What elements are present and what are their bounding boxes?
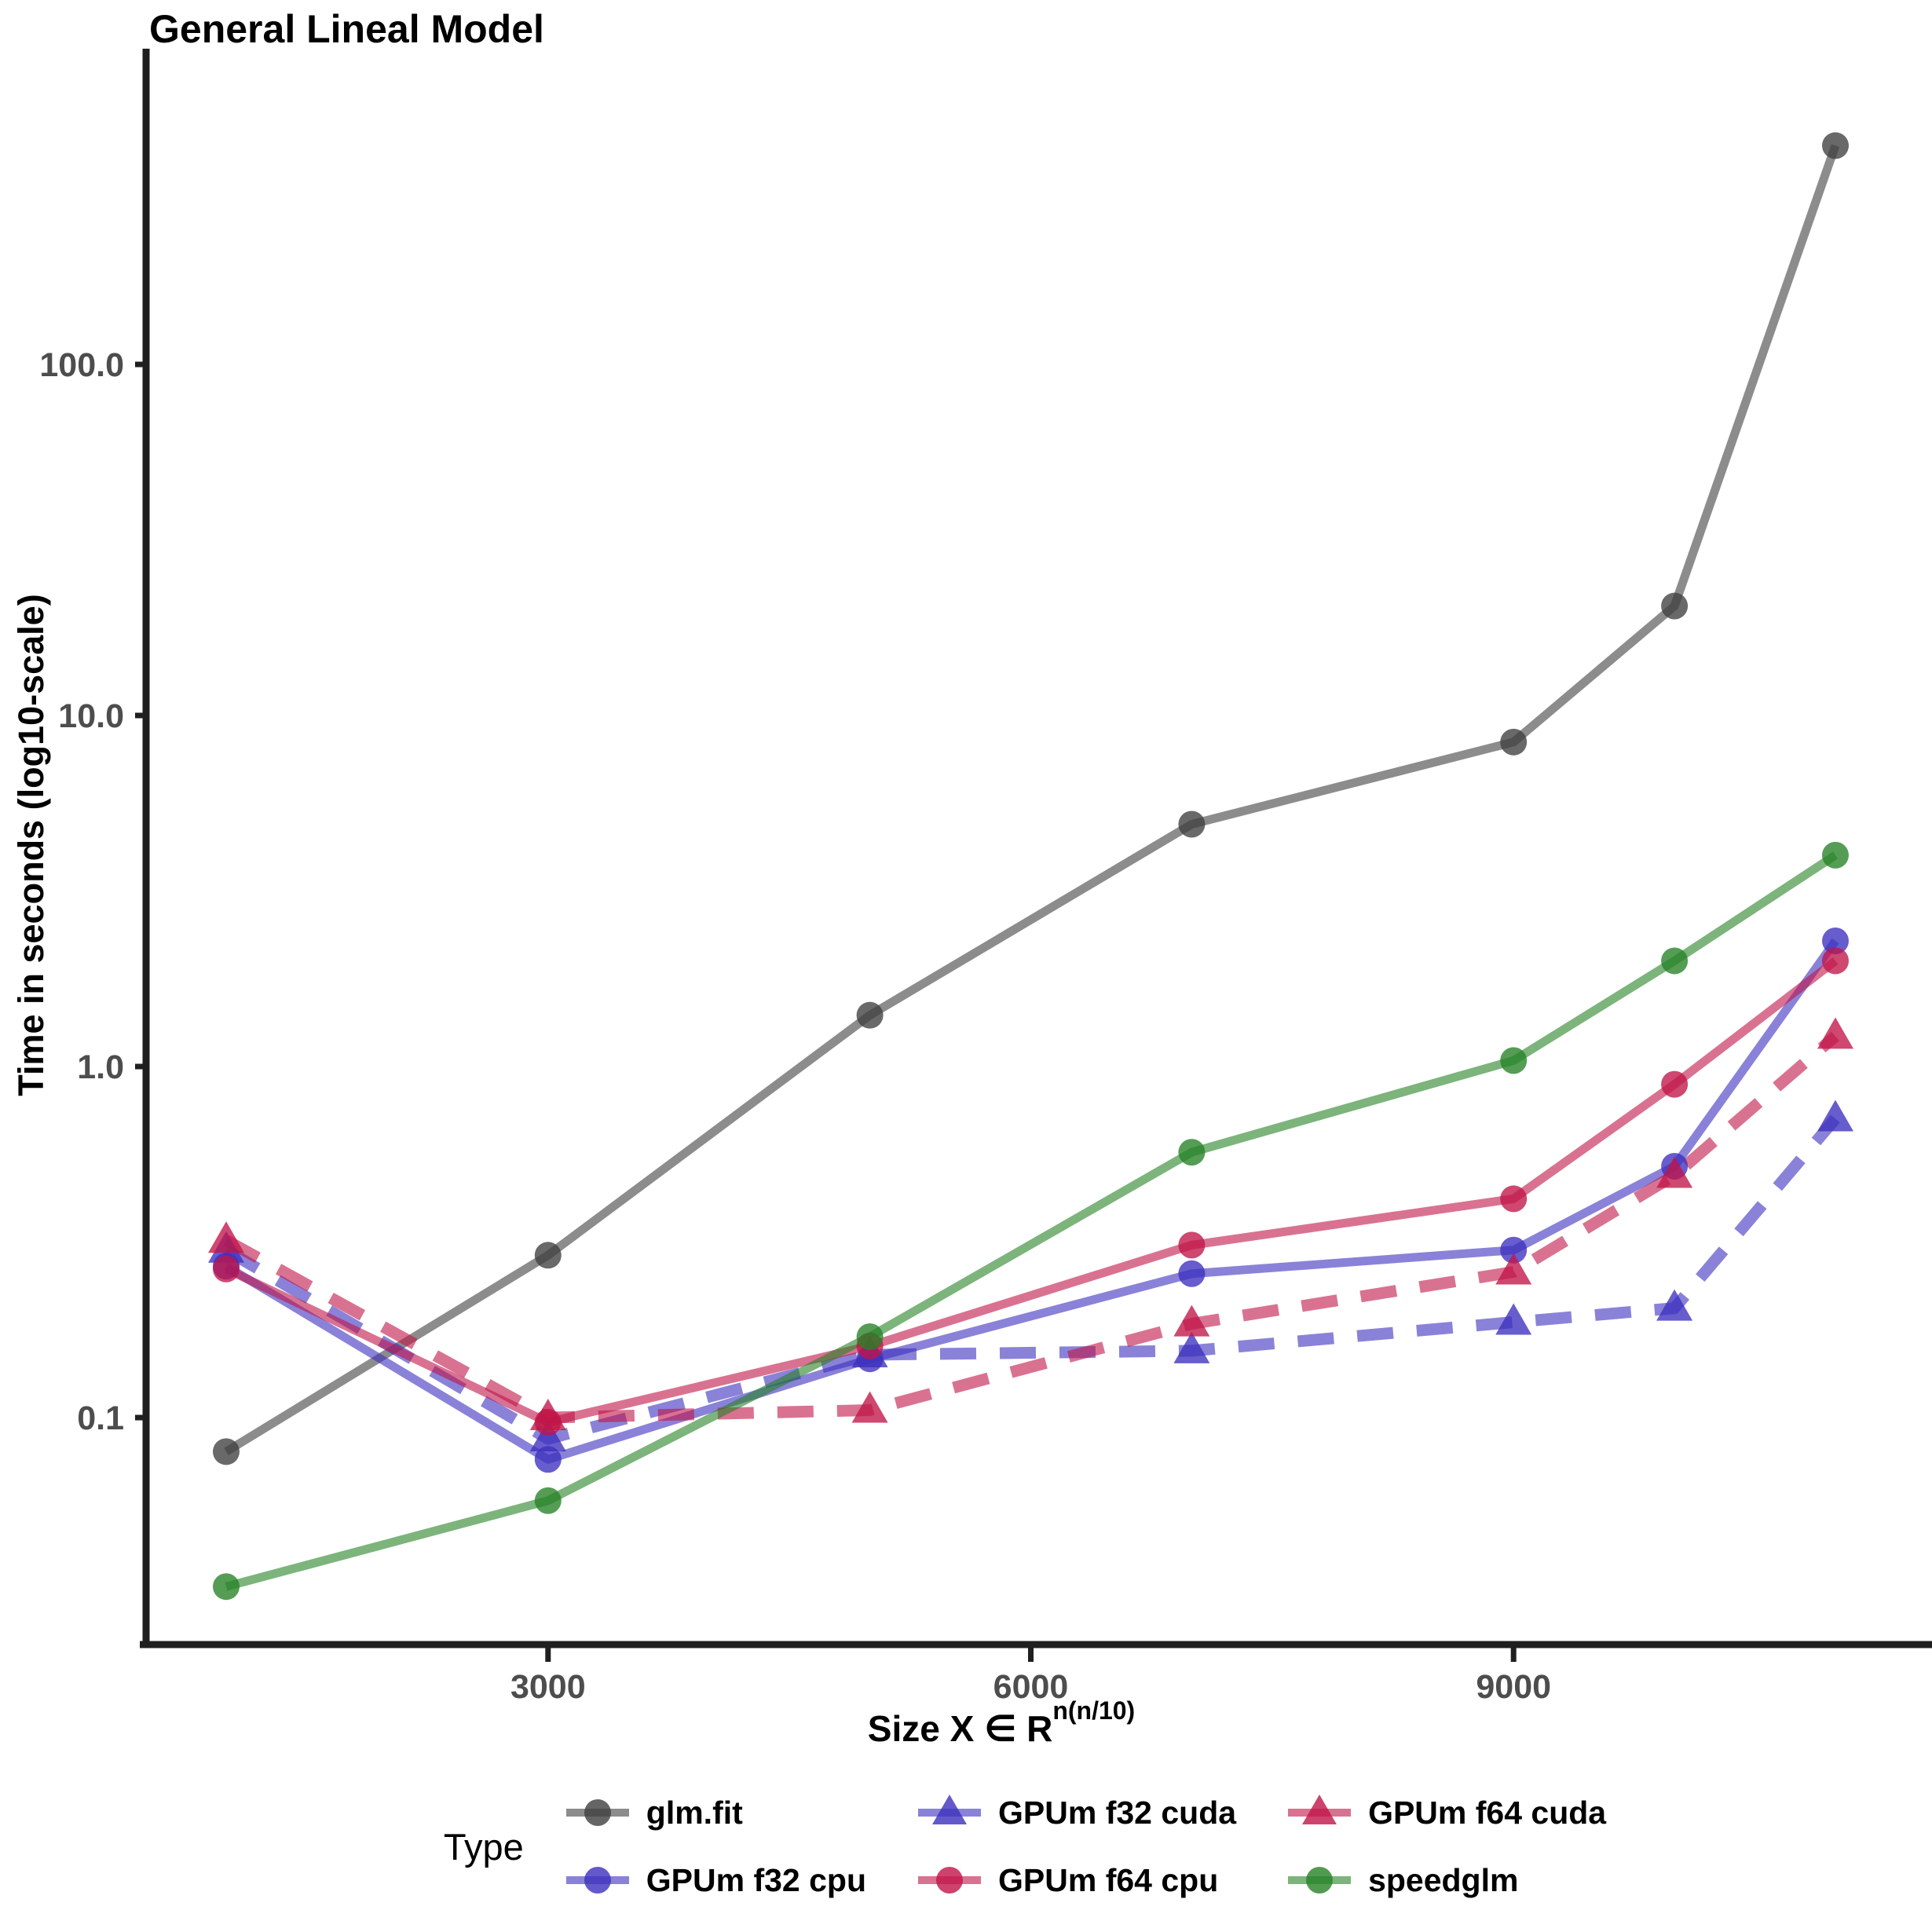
legend-item-GPUm-f32-cpu: GPUm f32 cpu: [562, 1857, 866, 1904]
data-point-GPUm-f32-cuda: [1817, 1100, 1853, 1132]
data-point-GPUm-f64-cpu: [1178, 1231, 1206, 1259]
legend-item-glm.fit: glm.fit: [562, 1789, 866, 1836]
legend-key-circle-icon: [565, 1799, 629, 1826]
legend-label: GPUm f64 cuda: [1368, 1794, 1607, 1831]
legend-item-GPUm-f64-cpu: GPUm f64 cpu: [913, 1857, 1236, 1904]
legend-key-circle-icon: [565, 1867, 629, 1894]
legend-key-circle-icon: [1288, 1867, 1352, 1894]
triangle-marker-icon: [932, 1795, 968, 1824]
data-point-GPUm-f32-cuda: [1173, 1331, 1210, 1363]
data-point-glm.fit: [1500, 728, 1528, 756]
data-point-glm.fit: [1822, 132, 1849, 159]
chart-title: General Lineal Model: [149, 7, 544, 51]
data-point-GPUm-f32-cpu: [1178, 1260, 1206, 1287]
data-point-speedglm: [534, 1487, 562, 1514]
data-point-speedglm: [856, 1323, 884, 1350]
series-line-GPUm-f32-cuda: [223, 1114, 1840, 1445]
data-point-GPUm-f64-cuda: [208, 1221, 244, 1253]
data-point-GPUm-f32-cuda: [529, 1420, 566, 1452]
x-axis-title: Size X ∈ Rn(n/10): [145, 1696, 1857, 1750]
y-tick-label: 0.1: [77, 1400, 124, 1437]
data-point-speedglm: [1178, 1139, 1206, 1166]
x-axis-title-text: Size X ∈ R: [867, 1708, 1053, 1749]
x-axis-title-superscript: n(n/10): [1052, 1696, 1136, 1725]
legend-item-GPUm-f32-cuda: GPUm f32 cuda: [913, 1789, 1236, 1836]
legend-label: speedglm: [1368, 1861, 1519, 1898]
data-point-GPUm-f64-cuda: [529, 1399, 566, 1430]
legend-key-triangle-icon: [1288, 1795, 1352, 1824]
legend-item-speedglm: speedglm: [1283, 1857, 1606, 1904]
circle-marker-icon: [584, 1867, 611, 1894]
legend-label: GPUm f32 cpu: [646, 1861, 867, 1898]
data-point-speedglm: [1822, 841, 1849, 869]
data-point-GPUm-f64-cuda: [1656, 1156, 1693, 1188]
data-point-glm.fit: [213, 1438, 240, 1465]
data-point-GPUm-f64-cuda: [1495, 1253, 1532, 1285]
data-point-glm.fit: [1178, 810, 1206, 838]
data-point-GPUm-f32-cpu: [1822, 928, 1849, 955]
data-point-speedglm: [213, 1573, 240, 1601]
y-tick-label: 1.0: [77, 1048, 124, 1086]
y-tick-label: 10.0: [58, 697, 124, 735]
triangle-marker-icon: [1302, 1795, 1337, 1824]
legend-label: glm.fit: [646, 1794, 743, 1831]
legend-label: GPUm f64 cpu: [998, 1861, 1219, 1898]
data-point-speedglm: [1500, 1047, 1528, 1074]
data-point-GPUm-f64-cpu: [1500, 1185, 1528, 1213]
x-tick-label: 9000: [1476, 1668, 1551, 1706]
data-point-speedglm: [1661, 947, 1689, 975]
data-point-GPUm-f32-cpu: [534, 1446, 562, 1473]
legend-title: Type: [443, 1825, 524, 1868]
data-point-GPUm-f64-cuda: [851, 1391, 888, 1423]
data-point-GPUm-f64-cuda: [1817, 1017, 1853, 1049]
legend-items: glm.fit GPUm f32 cuda GPUm f64 cuda GPUm f3…: [562, 1789, 1606, 1904]
series-line-GPUm-f64-cuda: [223, 1031, 1839, 1424]
x-tick-label: 6000: [993, 1668, 1069, 1706]
legend-key-circle-icon: [918, 1867, 982, 1894]
legend: Type glm.fit GPUm f32 cuda GPUm f64 cuda GP…: [0, 1789, 1932, 1904]
x-tick-label: 3000: [510, 1668, 586, 1706]
data-point-glm.fit: [856, 1001, 884, 1029]
data-point-glm.fit: [1661, 592, 1689, 620]
legend-item-GPUm-f64-cuda: GPUm f64 cuda: [1283, 1789, 1606, 1836]
data-point-GPUm-f64-cpu: [1661, 1070, 1689, 1098]
data-point-GPUm-f64-cuda: [1173, 1304, 1210, 1337]
y-axis-title: Time in seconds (log10-scale): [11, 594, 51, 1096]
circle-marker-icon: [936, 1867, 964, 1894]
data-point-glm.fit: [534, 1242, 562, 1269]
data-point-GPUm-f64-cpu: [213, 1255, 240, 1283]
y-tick-label: 100.0: [39, 346, 124, 384]
data-point-GPUm-f64-cpu: [1822, 947, 1849, 975]
series-line-glm.fit: [224, 144, 1840, 1456]
data-point-GPUm-f32-cpu: [1500, 1236, 1528, 1264]
circle-marker-icon: [1306, 1867, 1334, 1894]
circle-marker-icon: [584, 1799, 611, 1826]
legend-key-triangle-icon: [918, 1795, 982, 1824]
legend-label: GPUm f32 cuda: [998, 1794, 1237, 1831]
data-point-GPUm-f32-cuda: [1656, 1289, 1693, 1321]
data-point-GPUm-f32-cuda: [1495, 1303, 1532, 1335]
